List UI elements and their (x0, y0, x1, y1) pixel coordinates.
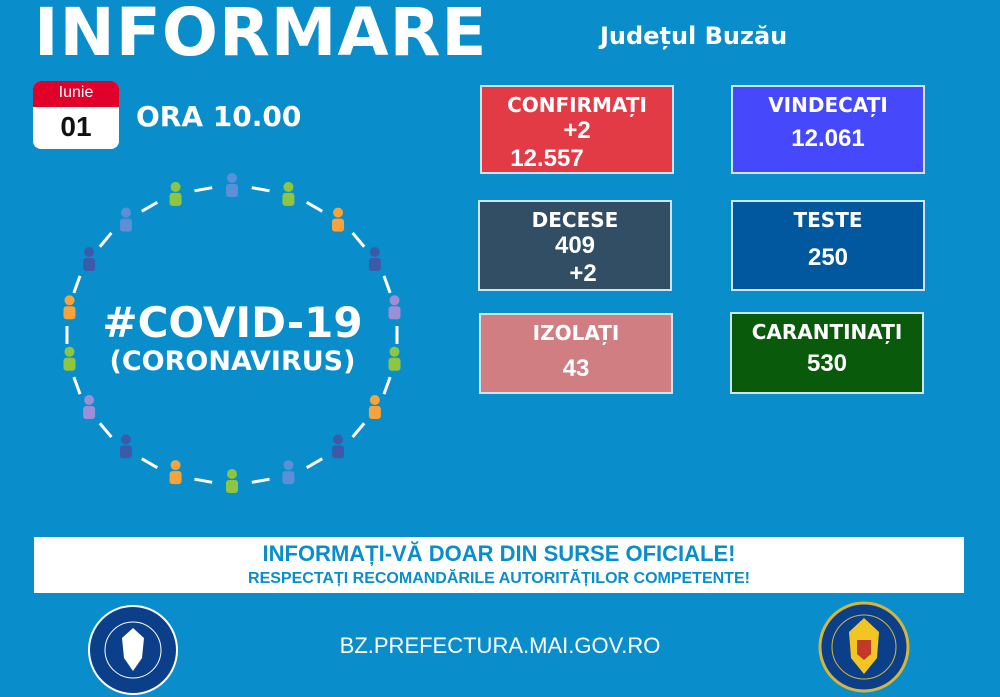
hashtag-line1: #COVID-19 (102, 298, 363, 347)
person-icon (368, 395, 381, 419)
stat-label: DECESE (531, 208, 619, 232)
person-icon (282, 460, 295, 485)
report-time: ORA 10.00 (136, 100, 302, 133)
arrow-icon (194, 186, 213, 193)
stat-card-izolati: IZOLAȚI 43 (479, 313, 673, 394)
dsu-mai-logo (818, 601, 910, 693)
stat-label: IZOLAȚI (532, 321, 620, 345)
arrow-icon (382, 376, 392, 395)
person-icon (332, 207, 345, 232)
stat-total: 43 (562, 355, 590, 382)
people-circle-illustration (63, 173, 401, 493)
banner-line2: RESPECTAȚI RECOMANDĂRILE AUTORITĂȚILOR C… (248, 570, 750, 587)
stat-card-confirmati: CONFIRMAȚI +2 12.557 (480, 85, 674, 174)
calendar-month: Iunie (33, 81, 119, 107)
person-icon (388, 295, 401, 320)
arrow-icon (98, 232, 113, 248)
person-icon (226, 469, 238, 493)
stat-label: CARANTINAȚI (751, 320, 903, 344)
county-name: Județul Buzău (600, 22, 788, 50)
person-icon (169, 460, 182, 485)
arrow-icon (194, 477, 213, 484)
person-icon (388, 346, 401, 371)
person-icon (169, 181, 182, 206)
covid-hashtag: #COVID-19 (CORONAVIRUS) (60, 300, 405, 378)
stat-total: 250 (807, 244, 849, 271)
stat-label: CONFIRMAȚI (507, 93, 647, 117)
hashtag-line2: (CORONAVIRUS) (109, 346, 356, 377)
stat-total: 12.061 (791, 125, 865, 152)
person-icon (63, 295, 76, 320)
arrow-icon (140, 457, 159, 469)
arrow-icon (72, 275, 82, 294)
website-link[interactable]: BZ.PREFECTURA.MAI.GOV.RO (339, 633, 661, 658)
person-icon (368, 247, 381, 271)
calendar-day: 01 (60, 111, 92, 142)
stat-total: 12.557 (510, 145, 584, 172)
calendar-icon: Iunie 01 (33, 81, 119, 149)
person-icon (119, 434, 132, 459)
stat-card-decese: DECESE 409 +2 (478, 200, 672, 291)
arrow-icon (351, 422, 366, 438)
arrow-icon (382, 275, 392, 294)
arrow-icon (72, 376, 82, 395)
person-icon (226, 173, 238, 197)
person-icon (282, 181, 295, 206)
arrow-icon (305, 201, 324, 213)
arrow-icon (305, 457, 324, 469)
person-icon (83, 395, 96, 419)
government-romania-logo (88, 605, 178, 695)
stat-label: VINDECAȚI (768, 93, 888, 117)
banner-line1: INFORMAȚI-VĂ DOAR DIN SURSE OFICIALE! (262, 541, 736, 566)
person-icon (332, 434, 345, 459)
arrow-icon (251, 186, 270, 193)
arrow-icon (351, 232, 366, 248)
arrow-icon (140, 201, 159, 213)
arrow-icon (251, 477, 270, 484)
arrow-icon (98, 422, 113, 438)
stat-total: 409 (554, 232, 596, 259)
stat-delta: +2 (563, 117, 591, 144)
person-icon (83, 247, 96, 271)
page-title: INFORMARE (34, 0, 488, 71)
stat-card-teste: TESTE 250 (731, 200, 925, 291)
stat-delta: +2 (569, 260, 597, 287)
official-sources-banner: INFORMAȚI-VĂ DOAR DIN SURSE OFICIALE! RE… (34, 537, 964, 593)
person-icon (119, 207, 132, 232)
stat-card-carantinati: CARANTINAȚI 530 (730, 312, 924, 394)
stat-card-vindecati: VINDECAȚI 12.061 (731, 85, 925, 174)
stat-total: 530 (806, 350, 848, 377)
stat-label: TESTE (793, 208, 863, 232)
person-icon (63, 346, 76, 371)
